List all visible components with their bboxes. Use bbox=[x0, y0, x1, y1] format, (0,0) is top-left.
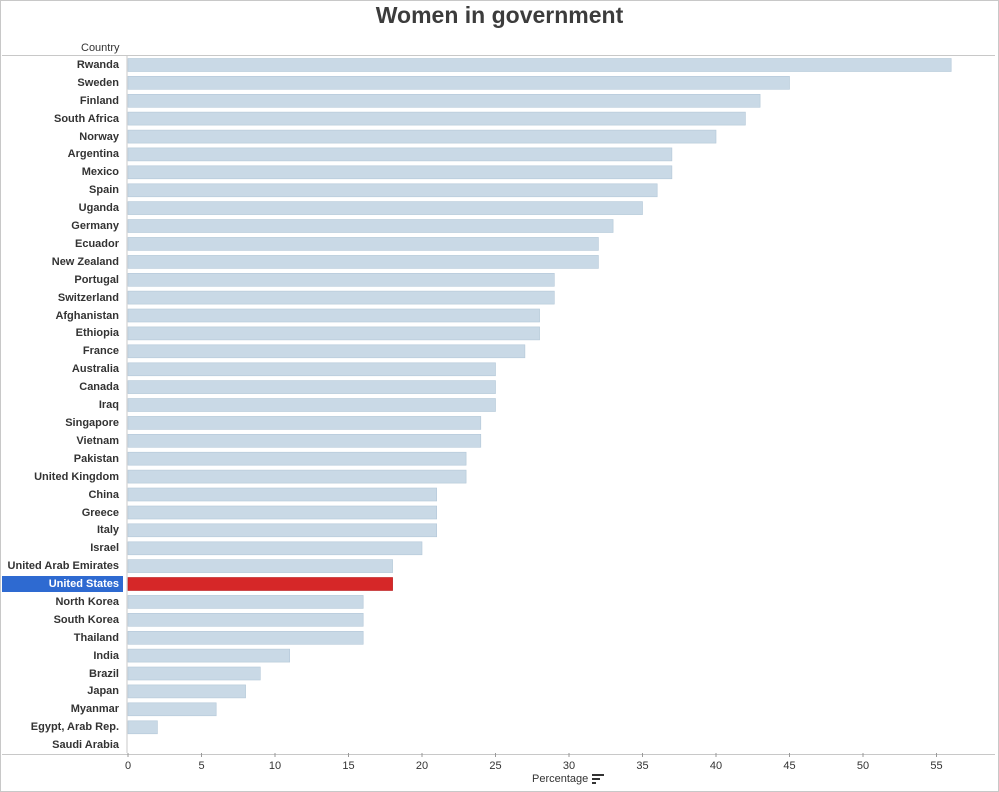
bar-norway[interactable] bbox=[127, 129, 717, 144]
bar-afghanistan[interactable] bbox=[127, 308, 540, 323]
bar-japan[interactable] bbox=[127, 684, 246, 699]
x-tick-label-20: 20 bbox=[415, 760, 429, 772]
row-label-egypt-arab-rep-[interactable]: Egypt, Arab Rep. bbox=[30, 721, 119, 734]
bar-india[interactable] bbox=[127, 648, 290, 663]
bar-brazil[interactable] bbox=[127, 666, 261, 681]
row-label-australia[interactable]: Australia bbox=[71, 363, 119, 376]
x-tick-label-25: 25 bbox=[489, 760, 502, 772]
row-label-afghanistan[interactable]: Afghanistan bbox=[55, 309, 119, 322]
row-label-ethiopia[interactable]: Ethiopia bbox=[75, 327, 119, 340]
row-label-france[interactable]: France bbox=[82, 345, 119, 358]
bar-canada[interactable] bbox=[127, 380, 496, 394]
bar-united-kingdom[interactable] bbox=[127, 469, 467, 484]
row-label-new-zealand[interactable]: New Zealand bbox=[51, 255, 119, 268]
row-label-uganda[interactable]: Uganda bbox=[78, 202, 119, 215]
row-label-north-korea[interactable]: North Korea bbox=[55, 595, 119, 608]
row-label-ecuador[interactable]: Ecuador bbox=[74, 237, 119, 250]
bar-pakistan[interactable] bbox=[127, 451, 467, 466]
x-tick-label-0: 0 bbox=[124, 760, 132, 772]
x-tick-label-10: 10 bbox=[268, 760, 282, 772]
row-label-sweden[interactable]: Sweden bbox=[77, 76, 119, 89]
bar-argentina[interactable] bbox=[127, 147, 673, 162]
bar-italy[interactable] bbox=[127, 523, 438, 538]
bar-sweden[interactable] bbox=[127, 76, 790, 90]
row-label-saudi-arabia[interactable]: Saudi Arabia bbox=[52, 739, 119, 752]
x-tick-label-40: 40 bbox=[709, 760, 723, 772]
row-label-greece[interactable]: Greece bbox=[81, 506, 119, 519]
bar-rwanda[interactable] bbox=[127, 58, 952, 72]
x-tick-label-55: 55 bbox=[930, 760, 943, 772]
row-label-vietnam[interactable]: Vietnam bbox=[76, 434, 119, 447]
row-label-israel[interactable]: Israel bbox=[90, 542, 119, 555]
bar-south-africa[interactable] bbox=[127, 111, 746, 126]
x-tick-label-30: 30 bbox=[562, 760, 576, 772]
bar-thailand[interactable] bbox=[127, 630, 364, 645]
plot-area bbox=[2, 55, 995, 755]
bar-vietnam[interactable] bbox=[127, 433, 482, 448]
bar-egypt-arab-rep-[interactable] bbox=[127, 720, 158, 735]
row-label-iraq[interactable]: Iraq bbox=[98, 399, 119, 411]
bar-germany[interactable] bbox=[127, 219, 614, 233]
bar-finland[interactable] bbox=[127, 94, 761, 108]
bar-united-arab-emirates[interactable] bbox=[127, 559, 393, 573]
row-label-south-korea[interactable]: South Korea bbox=[53, 613, 119, 626]
row-label-myanmar[interactable]: Myanmar bbox=[70, 703, 119, 716]
bar-australia[interactable] bbox=[127, 362, 496, 377]
x-tick-label-50: 50 bbox=[856, 760, 870, 772]
row-label-brazil[interactable]: Brazil bbox=[89, 667, 119, 680]
row-label-portugal[interactable]: Portugal bbox=[74, 273, 119, 286]
row-label-argentina[interactable]: Argentina bbox=[67, 148, 119, 161]
bar-ecuador[interactable] bbox=[127, 237, 599, 251]
row-label-united-states[interactable]: United States bbox=[2, 576, 123, 592]
row-label-pakistan[interactable]: Pakistan bbox=[73, 452, 119, 465]
chart-title: Women in government bbox=[375, 2, 624, 28]
bar-singapore[interactable] bbox=[127, 416, 482, 430]
row-label-japan[interactable]: Japan bbox=[87, 685, 119, 698]
row-label-canada[interactable]: Canada bbox=[79, 381, 119, 394]
x-tick-label-35: 35 bbox=[636, 760, 649, 772]
bar-switzerland[interactable] bbox=[127, 290, 555, 305]
row-label-finland[interactable]: Finland bbox=[79, 94, 119, 107]
bar-united-states[interactable] bbox=[127, 577, 393, 591]
bar-myanmar[interactable] bbox=[127, 702, 217, 717]
x-tick-label-15: 15 bbox=[342, 760, 355, 772]
bar-uganda[interactable] bbox=[127, 201, 643, 215]
bar-china[interactable] bbox=[127, 487, 438, 502]
bar-israel[interactable] bbox=[127, 541, 423, 556]
row-label-norway[interactable]: Norway bbox=[79, 130, 119, 143]
row-label-switzerland[interactable]: Switzerland bbox=[57, 291, 119, 304]
row-label-mexico[interactable]: Mexico bbox=[81, 166, 119, 179]
bar-iraq[interactable] bbox=[127, 398, 496, 412]
bar-portugal[interactable] bbox=[127, 272, 555, 287]
row-label-thailand[interactable]: Thailand bbox=[73, 631, 119, 644]
row-label-united-kingdom[interactable]: United Kingdom bbox=[34, 470, 119, 483]
bar-mexico[interactable] bbox=[127, 165, 673, 180]
bar-greece[interactable] bbox=[127, 505, 438, 520]
row-label-rwanda[interactable]: Rwanda bbox=[76, 59, 119, 71]
bar-new-zealand[interactable] bbox=[127, 255, 599, 269]
row-label-singapore[interactable]: Singapore bbox=[65, 416, 119, 429]
sort-descending-icon[interactable] bbox=[592, 774, 604, 785]
row-label-united-arab-emirates[interactable]: United Arab Emirates bbox=[7, 560, 119, 573]
x-tick-label-45: 45 bbox=[783, 760, 796, 772]
row-label-south-africa[interactable]: South Africa bbox=[54, 112, 119, 125]
row-label-spain[interactable]: Spain bbox=[89, 184, 119, 197]
bar-north-korea[interactable] bbox=[127, 595, 364, 609]
bar-ethiopia[interactable] bbox=[127, 326, 540, 341]
row-label-india[interactable]: India bbox=[93, 649, 119, 662]
x-tick-label-5: 5 bbox=[198, 760, 205, 772]
bar-south-korea[interactable] bbox=[127, 612, 364, 627]
row-label-italy[interactable]: Italy bbox=[96, 524, 119, 537]
bar-spain[interactable] bbox=[127, 183, 658, 198]
row-label-china[interactable]: China bbox=[88, 488, 119, 501]
row-label-germany[interactable]: Germany bbox=[71, 220, 119, 232]
bar-france[interactable] bbox=[127, 344, 526, 359]
row-header-label: Country bbox=[81, 42, 120, 54]
x-axis-title[interactable]: Percentage bbox=[532, 773, 589, 785]
